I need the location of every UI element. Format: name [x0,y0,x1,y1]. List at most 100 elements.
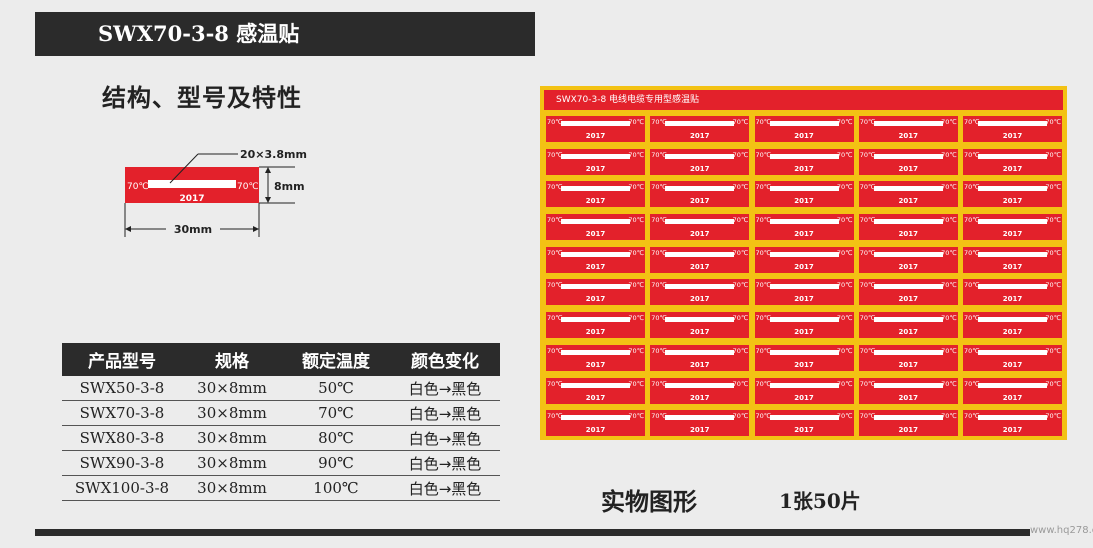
cell-spec: 30×8mm [182,376,282,401]
sticker-temp-left: 70℃ [651,314,667,323]
spec-table-header-row: 产品型号 规格 额定温度 颜色变化 [62,343,500,376]
page-title: SWX70-3-8 感温贴 [98,21,300,46]
sticker-year: 2017 [690,164,710,173]
cell-spec: 30×8mm [182,450,282,476]
sticker-temp-right: 70℃ [732,281,749,290]
watermark: www.hq278.com [1030,525,1093,536]
sticker-temp-left: 70℃ [651,346,667,355]
sticker-year: 2017 [898,295,918,304]
cell-rated-temp: 80℃ [282,425,390,451]
sticker-window [978,415,1047,421]
sticker-temp-left: 70℃ [964,216,980,225]
sticker-temp-right: 70℃ [941,118,957,126]
sticker-temp-left: 70℃ [547,379,563,388]
sticker-temp-left: 70℃ [547,118,563,126]
sticker-temp-left: 70℃ [547,314,563,323]
sticker-temp-left: 70℃ [547,248,563,257]
sticker-temp-right: 70℃ [628,248,644,257]
cell-rated-temp: 100℃ [282,475,390,501]
sticker-year: 2017 [898,328,918,337]
sticker-temp-right: 70℃ [732,216,749,225]
sticker-year: 2017 [1002,295,1023,304]
sticker: 70℃ 70℃ 2017 [858,377,958,404]
sticker-temp-right: 70℃ [732,412,749,421]
sticker-year: 2017 [690,132,710,140]
diagram-temp-left: 70℃ [127,182,149,192]
sticker-temp-left: 70℃ [547,412,563,421]
sticker: 70℃ 70℃ 2017 [858,214,958,241]
sticker-window [978,153,1047,159]
sticker-year: 2017 [898,393,918,402]
quantity-label: 1张50片 [779,489,861,513]
sticker-year: 2017 [898,426,918,435]
sticker: 70℃ 70℃ 2017 [754,344,854,371]
sticker-year: 2017 [794,328,814,337]
sticker-window [561,415,630,421]
sticker-window [978,121,1047,126]
sticker-window [665,153,735,159]
sticker-year: 2017 [794,426,814,435]
sticker-year: 2017 [898,230,918,239]
product-sheet-header: SWX70-3-8 电线电缆专用型感温贴 [544,90,1063,110]
sticker-year: 2017 [690,197,710,206]
sticker: 70℃ 70℃ 2017 [650,246,750,273]
sticker-temp-right: 70℃ [1045,248,1061,257]
sticker-temp-left: 70℃ [755,281,772,290]
sticker-temp-left: 70℃ [651,379,667,388]
sticker-year: 2017 [585,328,606,337]
sticker: 70℃ 70℃ 2017 [754,214,854,241]
sticker: 70℃ 70℃ 2017 [963,181,1062,208]
sticker-temp-right: 70℃ [628,281,644,290]
cell-rated-temp: 90℃ [282,450,390,476]
cell-model: SWX90-3-8 [62,450,182,476]
sticker-year: 2017 [690,426,710,435]
cell-color-change: 白色→黑色 [390,376,500,401]
cell-spec: 30×8mm [182,475,282,501]
sticker: 70℃ 70℃ 2017 [546,410,645,437]
sticker-temp-left: 70℃ [651,412,667,421]
table-row: SWX80-3-8 30×8mm 80℃ 白色→黑色 [62,425,500,451]
sticker-window [769,284,839,290]
cell-model: SWX50-3-8 [62,376,182,401]
sticker-window [561,121,630,126]
sticker: 70℃ 70℃ 2017 [650,312,750,339]
sticker-year: 2017 [1002,393,1023,402]
sticker-year: 2017 [794,295,814,304]
sticker-temp-right: 70℃ [836,118,853,126]
photo-caption: 实物图形 [601,487,697,516]
sticker-temp-right: 70℃ [941,248,957,257]
sticker: 70℃ 70℃ 2017 [546,214,645,241]
sticker-temp-left: 70℃ [547,216,563,225]
sticker: 70℃ 70℃ 2017 [963,116,1062,142]
sticker-year: 2017 [898,132,918,140]
sticker-window [665,121,735,126]
leader-line [169,153,199,184]
sticker-temp-right: 70℃ [732,248,749,257]
sticker: 70℃ 70℃ 2017 [546,377,645,404]
sticker: 70℃ 70℃ 2017 [858,279,958,306]
sticker-window [873,415,943,421]
sticker-temp-left: 70℃ [859,346,876,355]
sticker-temp-right: 70℃ [836,183,853,192]
sticker-temp-right: 70℃ [836,346,853,355]
sticker-window [769,121,839,126]
sticker-window [873,317,943,323]
sticker-window [665,219,735,225]
sticker-year: 2017 [898,197,918,206]
sticker: 70℃ 70℃ 2017 [963,312,1062,339]
sticker-temp-left: 70℃ [755,183,772,192]
sticker-temp-right: 70℃ [836,314,853,323]
sticker-temp-left: 70℃ [651,118,667,126]
sticker-temp-left: 70℃ [651,183,667,192]
sticker-temp-right: 70℃ [732,183,749,192]
sticker: 70℃ 70℃ 2017 [650,279,750,306]
sticker-window [769,317,839,323]
structure-diagram: 70℃ 70℃ 2017 20×3.8mm 8mm 30mm [110,140,340,250]
sticker-temp-right: 70℃ [732,118,749,126]
sticker-window [769,382,839,388]
sticker-window [665,415,735,421]
sticker-temp-left: 70℃ [964,346,980,355]
section-title: 结构、型号及特性 [102,83,302,112]
sticker-window [665,186,735,192]
sticker-window [561,251,630,257]
